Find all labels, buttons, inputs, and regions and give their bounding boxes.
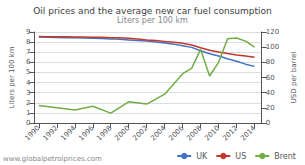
svg-text:5: 5 bbox=[26, 68, 30, 76]
svg-text:9: 9 bbox=[26, 28, 30, 36]
svg-text:4: 4 bbox=[26, 79, 31, 87]
svg-text:Liters per 100 km: Liters per 100 km bbox=[8, 46, 16, 108]
svg-text:7: 7 bbox=[26, 48, 30, 56]
svg-text:0: 0 bbox=[266, 119, 270, 127]
svg-text:UK: UK bbox=[196, 152, 208, 161]
svg-text:1: 1 bbox=[26, 109, 30, 117]
svg-text:2014: 2014 bbox=[239, 124, 258, 143]
svg-text:80: 80 bbox=[266, 58, 275, 66]
svg-text:8: 8 bbox=[26, 38, 30, 46]
svg-text:6: 6 bbox=[26, 58, 31, 66]
svg-text:60: 60 bbox=[266, 74, 275, 82]
svg-text:1998: 1998 bbox=[95, 124, 113, 142]
svg-text:1992: 1992 bbox=[41, 124, 59, 142]
svg-text:1996: 1996 bbox=[77, 124, 95, 142]
svg-text:100: 100 bbox=[266, 43, 279, 51]
svg-text:120: 120 bbox=[266, 28, 279, 36]
svg-text:3: 3 bbox=[26, 89, 30, 97]
svg-text:USD per barrel: USD per barrel bbox=[290, 52, 298, 104]
svg-text:Brent: Brent bbox=[274, 152, 296, 161]
svg-text:40: 40 bbox=[266, 89, 275, 97]
svg-text:2006: 2006 bbox=[167, 124, 185, 142]
svg-text:Liters per 100 km: Liters per 100 km bbox=[117, 16, 188, 25]
svg-text:2012: 2012 bbox=[221, 124, 239, 142]
svg-text:1994: 1994 bbox=[59, 124, 78, 143]
svg-text:US: US bbox=[235, 152, 246, 161]
svg-text:2004: 2004 bbox=[149, 124, 168, 143]
svg-text:1990: 1990 bbox=[23, 124, 41, 142]
svg-text:2000: 2000 bbox=[113, 124, 131, 142]
svg-text:www.globalpetrolprices.com: www.globalpetrolprices.com bbox=[3, 155, 102, 163]
svg-text:0: 0 bbox=[26, 119, 30, 127]
svg-text:2: 2 bbox=[26, 99, 30, 107]
svg-text:Oil prices and the average new: Oil prices and the average new car fuel … bbox=[33, 6, 272, 16]
svg-text:20: 20 bbox=[266, 104, 275, 112]
svg-text:2002: 2002 bbox=[131, 124, 149, 142]
svg-text:2010: 2010 bbox=[203, 124, 221, 142]
svg-text:2008: 2008 bbox=[185, 124, 203, 142]
